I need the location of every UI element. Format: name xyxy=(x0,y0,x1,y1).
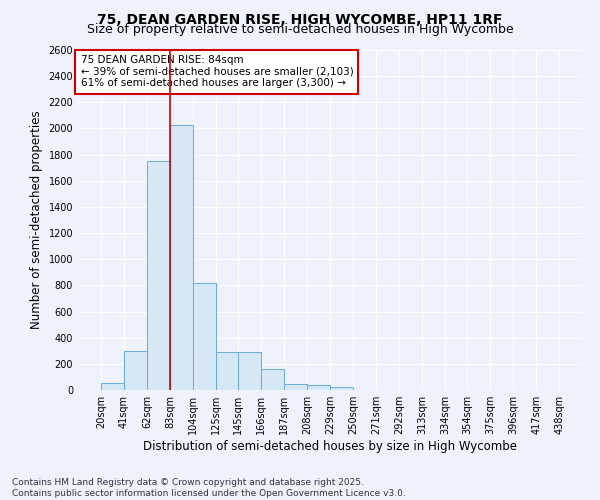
Y-axis label: Number of semi-detached properties: Number of semi-detached properties xyxy=(30,110,43,330)
Text: Size of property relative to semi-detached houses in High Wycombe: Size of property relative to semi-detach… xyxy=(86,22,514,36)
Text: Contains HM Land Registry data © Crown copyright and database right 2025.
Contai: Contains HM Land Registry data © Crown c… xyxy=(12,478,406,498)
Bar xyxy=(330,386,353,390)
X-axis label: Distribution of semi-detached houses by size in High Wycombe: Distribution of semi-detached houses by … xyxy=(143,440,517,453)
Bar xyxy=(170,125,193,390)
Bar xyxy=(124,352,147,390)
Bar xyxy=(238,352,261,390)
Text: 75 DEAN GARDEN RISE: 84sqm
← 39% of semi-detached houses are smaller (2,103)
61%: 75 DEAN GARDEN RISE: 84sqm ← 39% of semi… xyxy=(80,55,353,88)
Bar xyxy=(101,383,124,390)
Text: 75, DEAN GARDEN RISE, HIGH WYCOMBE, HP11 1RF: 75, DEAN GARDEN RISE, HIGH WYCOMBE, HP11… xyxy=(97,12,503,26)
Bar xyxy=(147,160,170,390)
Bar xyxy=(261,369,284,390)
Bar xyxy=(284,384,307,390)
Bar xyxy=(193,284,216,390)
Bar xyxy=(216,352,238,390)
Bar xyxy=(307,385,330,390)
